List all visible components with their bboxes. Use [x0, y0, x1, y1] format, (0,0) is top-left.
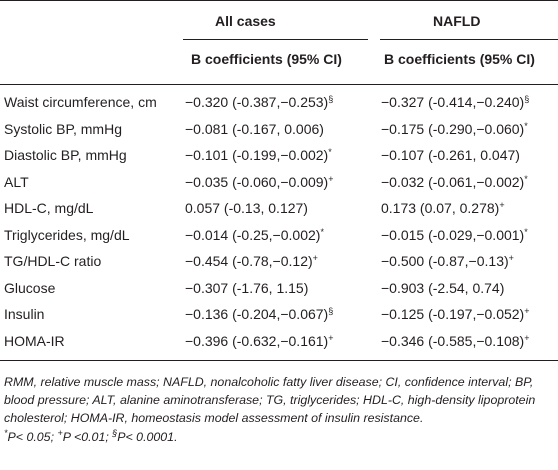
coef-all-cases: −0.320 (-0.387,−0.253)§ [185, 94, 334, 110]
coef-all-cases: −0.101 (-0.199,−0.002)* [185, 147, 332, 163]
coef-nafld: −0.903 (-2.54, 0.74) [381, 279, 505, 296]
row-label: ALT [4, 173, 29, 190]
coef-nafld: −0.107 (-0.261, 0.047) [381, 147, 520, 163]
table-top-rule [0, 0, 558, 1]
significance-mark: + [328, 173, 334, 184]
coef-nafld: −0.346 (-0.585,−0.108)+ [381, 332, 530, 349]
table-bottom-rule [0, 360, 558, 361]
footnote-mark: § [112, 427, 118, 438]
footnote-text: P< 0.0001. [117, 429, 178, 444]
significance-mark: § [524, 94, 530, 104]
row-label: Waist circumference, cm [4, 94, 157, 110]
coef-all-cases: −0.035 (-0.060,−0.009)+ [185, 173, 334, 190]
row-label: Insulin [4, 306, 45, 322]
coef-nafld: −0.015 (-0.029,−0.001)* [381, 226, 528, 243]
row-label: HOMA-IR [4, 332, 65, 349]
significance-mark: + [312, 253, 318, 263]
coef-nafld: −0.500 (-0.87,−0.13)+ [381, 253, 514, 269]
group-header-all-cases: All cases [215, 13, 276, 29]
significance-mark: + [328, 332, 334, 343]
group-divider-nafld [380, 39, 558, 40]
coef-all-cases: −0.307 (-1.76, 1.15) [185, 279, 309, 296]
significance-mark: § [328, 94, 334, 104]
footnote-text: P <0.01; [62, 429, 113, 444]
row-label: HDL-C, mg/dL [4, 200, 94, 216]
subheader-nafld: B coefficients (95% CI) [384, 51, 535, 67]
significance-mark: * [524, 226, 528, 237]
coef-nafld: 0.173 (0.07, 0.278)+ [381, 200, 505, 216]
coef-all-cases: −0.136 (-0.204,−0.067)§ [185, 306, 334, 322]
coef-all-cases: 0.057 (-0.13, 0.127) [185, 200, 308, 216]
coef-nafld: −0.125 (-0.197,−0.052)+ [381, 306, 530, 322]
significance-mark: + [524, 332, 530, 343]
footnote-mark: * [4, 427, 8, 438]
coef-nafld: −0.032 (-0.061,−0.002)* [381, 173, 528, 190]
row-label: TG/HDL-C ratio [4, 253, 102, 269]
significance-mark: * [328, 147, 332, 157]
group-header-nafld: NAFLD [433, 13, 481, 29]
abbreviations-note: RMM, relative muscle mass; NAFLD, nonalc… [4, 375, 536, 426]
coef-all-cases: −0.014 (-0.25,−0.002)* [185, 226, 324, 243]
table-footnotes: RMM, relative muscle mass; NAFLD, nonalc… [4, 373, 556, 446]
significance-mark: + [524, 306, 530, 316]
significance-mark: * [320, 226, 324, 237]
significance-mark: * [524, 120, 528, 131]
coef-nafld: −0.327 (-0.414,−0.240)§ [381, 94, 530, 110]
row-label: Glucose [4, 279, 56, 296]
significance-mark: + [508, 253, 514, 263]
significance-note: *P< 0.05; +P <0.01; §P< 0.0001. [4, 428, 556, 446]
significance-mark: * [524, 173, 528, 184]
significance-mark: § [328, 306, 334, 316]
coef-all-cases: −0.396 (-0.632,−0.161)+ [185, 332, 334, 349]
footnote-text: P< 0.05; [7, 429, 58, 444]
coef-all-cases: −0.081 (-0.167, 0.006) [185, 120, 324, 137]
row-label: Systolic BP, mmHg [4, 120, 122, 137]
header-bottom-rule [0, 84, 558, 85]
subheader-all-cases: B coefficients (95% CI) [191, 51, 342, 67]
group-divider-all-cases [183, 39, 368, 40]
row-label: Diastolic BP, mmHg [4, 147, 127, 163]
coef-all-cases: −0.454 (-0.78,−0.12)+ [185, 253, 318, 269]
footnote-mark: + [57, 427, 63, 438]
coef-nafld: −0.175 (-0.290,−0.060)* [381, 120, 528, 137]
row-label: Triglycerides, mg/dL [4, 226, 130, 243]
significance-mark: + [499, 200, 505, 210]
